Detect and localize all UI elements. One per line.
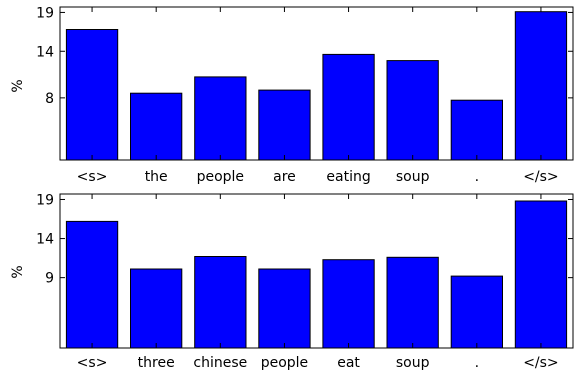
category-label: the — [145, 169, 168, 185]
bar-2 — [194, 76, 247, 161]
axes-frame — [59, 6, 574, 161]
category-label: <s> — [77, 355, 108, 371]
bar-0 — [65, 29, 119, 161]
bar-5 — [386, 60, 439, 161]
bar-0 — [65, 220, 119, 349]
y-tick-label: 9 — [45, 271, 54, 287]
category-label: soup — [396, 355, 430, 371]
bar-4 — [322, 53, 375, 161]
category-label: three — [138, 355, 175, 371]
category-label: people — [261, 355, 308, 371]
y-tick-label: 8 — [45, 91, 54, 107]
bar-3 — [258, 268, 311, 349]
category-label: <s> — [77, 169, 108, 185]
bar-4 — [322, 259, 375, 349]
axes-frame — [59, 193, 574, 349]
category-label: soup — [396, 169, 430, 185]
bar-7 — [514, 200, 568, 349]
bottom-bar-chart: 19 14 9 <s> three chinese people eat soup. </s>% — [10, 192, 574, 371]
category-label: </s> — [523, 169, 558, 185]
category-label: eat — [337, 355, 360, 371]
bar-3 — [258, 89, 311, 161]
category-label: eating — [326, 169, 370, 185]
category-label: </s> — [523, 355, 558, 371]
bar-6 — [450, 99, 504, 161]
y-tick-label: 19 — [36, 5, 54, 21]
top-bar-chart: 19 14 8 <s> the people are eating soup. </s>% — [10, 5, 574, 185]
bar-7 — [514, 11, 568, 161]
y-tick-label: 14 — [36, 232, 54, 248]
bar-1 — [130, 92, 183, 161]
category-label: are — [273, 169, 296, 185]
bar-2 — [194, 256, 247, 349]
y-axis-label: % — [10, 79, 26, 92]
bar-1 — [130, 268, 183, 349]
category-label: . — [475, 355, 479, 371]
y-tick-label: 14 — [36, 44, 54, 60]
bar-6 — [450, 275, 504, 349]
bar-5 — [386, 256, 439, 349]
y-axis-label: % — [10, 265, 26, 278]
y-tick-label: 19 — [36, 192, 54, 208]
category-label: . — [475, 169, 479, 185]
category-label: people — [197, 169, 244, 185]
category-label: chinese — [193, 355, 247, 371]
